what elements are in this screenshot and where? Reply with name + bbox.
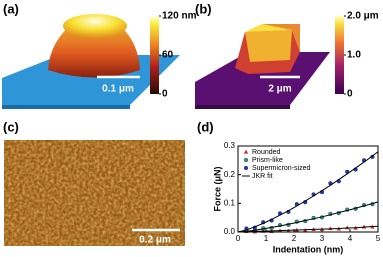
colorbar-tick-label: 1.0 <box>347 50 361 61</box>
legend-label: JKR fit <box>252 173 273 180</box>
colorbar-tick-label: 120 nm <box>162 11 197 22</box>
scale-bar-label: 0.2 μm <box>139 235 171 246</box>
panel-label: (a) <box>3 1 19 16</box>
legend-label: Supermicron-sized <box>252 165 310 172</box>
y-tick-label: 0.1 <box>224 198 236 207</box>
fit-line <box>237 225 379 233</box>
colorbar-tick-label: 2.0 μm <box>347 11 379 22</box>
colorbar <box>150 16 159 94</box>
panel-label: (d) <box>197 119 214 134</box>
fit-line <box>237 201 379 233</box>
substrate <box>195 52 330 105</box>
colorbar-ticks: 120 nm 60 0 <box>159 11 197 100</box>
panel-label: (b) <box>195 1 212 16</box>
data-point <box>328 226 333 231</box>
y-tick-label: 0.2 <box>224 170 236 179</box>
y-tick-label: 0.0 <box>224 227 236 236</box>
afm-texture <box>4 140 185 246</box>
legend-label: Prism-like <box>252 157 283 164</box>
colorbar-tick-label: 0 <box>347 89 353 100</box>
scale-bar-label: 0.1 μm <box>102 84 134 95</box>
dome-top <box>63 14 127 38</box>
substrate-edge <box>195 105 290 109</box>
scale-bar-label: 2 μm <box>268 84 291 95</box>
substrate-edge <box>2 105 130 109</box>
prism-face <box>262 24 300 52</box>
x-tick-label: 2 <box>292 234 297 243</box>
legend-label: Rounded <box>252 149 281 156</box>
prism-front <box>245 30 292 62</box>
x-tick-label: 3 <box>320 234 325 243</box>
plot-frame <box>237 145 379 233</box>
data-point <box>345 225 350 230</box>
x-tick-label: 4 <box>348 234 353 243</box>
colorbar <box>335 16 344 94</box>
legend-marker <box>243 165 249 171</box>
x-tick-label: 5 <box>376 234 381 243</box>
x-tick-label: 0 <box>236 234 241 243</box>
legend-marker <box>243 157 249 163</box>
fit-line <box>237 151 379 233</box>
panel-label: (c) <box>3 119 19 134</box>
colorbar-ticks: 2.0 μm 1.0 0 <box>344 11 379 100</box>
colorbar-tick-label: 60 <box>162 50 174 61</box>
colorbar-tick-label: 0 <box>162 89 168 100</box>
x-axis-label: Indentation (nm) <box>273 244 344 254</box>
y-axis-label: Force (μN) <box>212 166 222 211</box>
legend-marker <box>243 149 249 154</box>
y-tick-label: 0.3 <box>224 141 236 150</box>
scatter-plot: 0.0 0.1 0.2 0.3 0 1 2 3 4 5 Indentation (nm) Force … <box>212 141 380 254</box>
x-tick-label: 1 <box>264 234 269 243</box>
